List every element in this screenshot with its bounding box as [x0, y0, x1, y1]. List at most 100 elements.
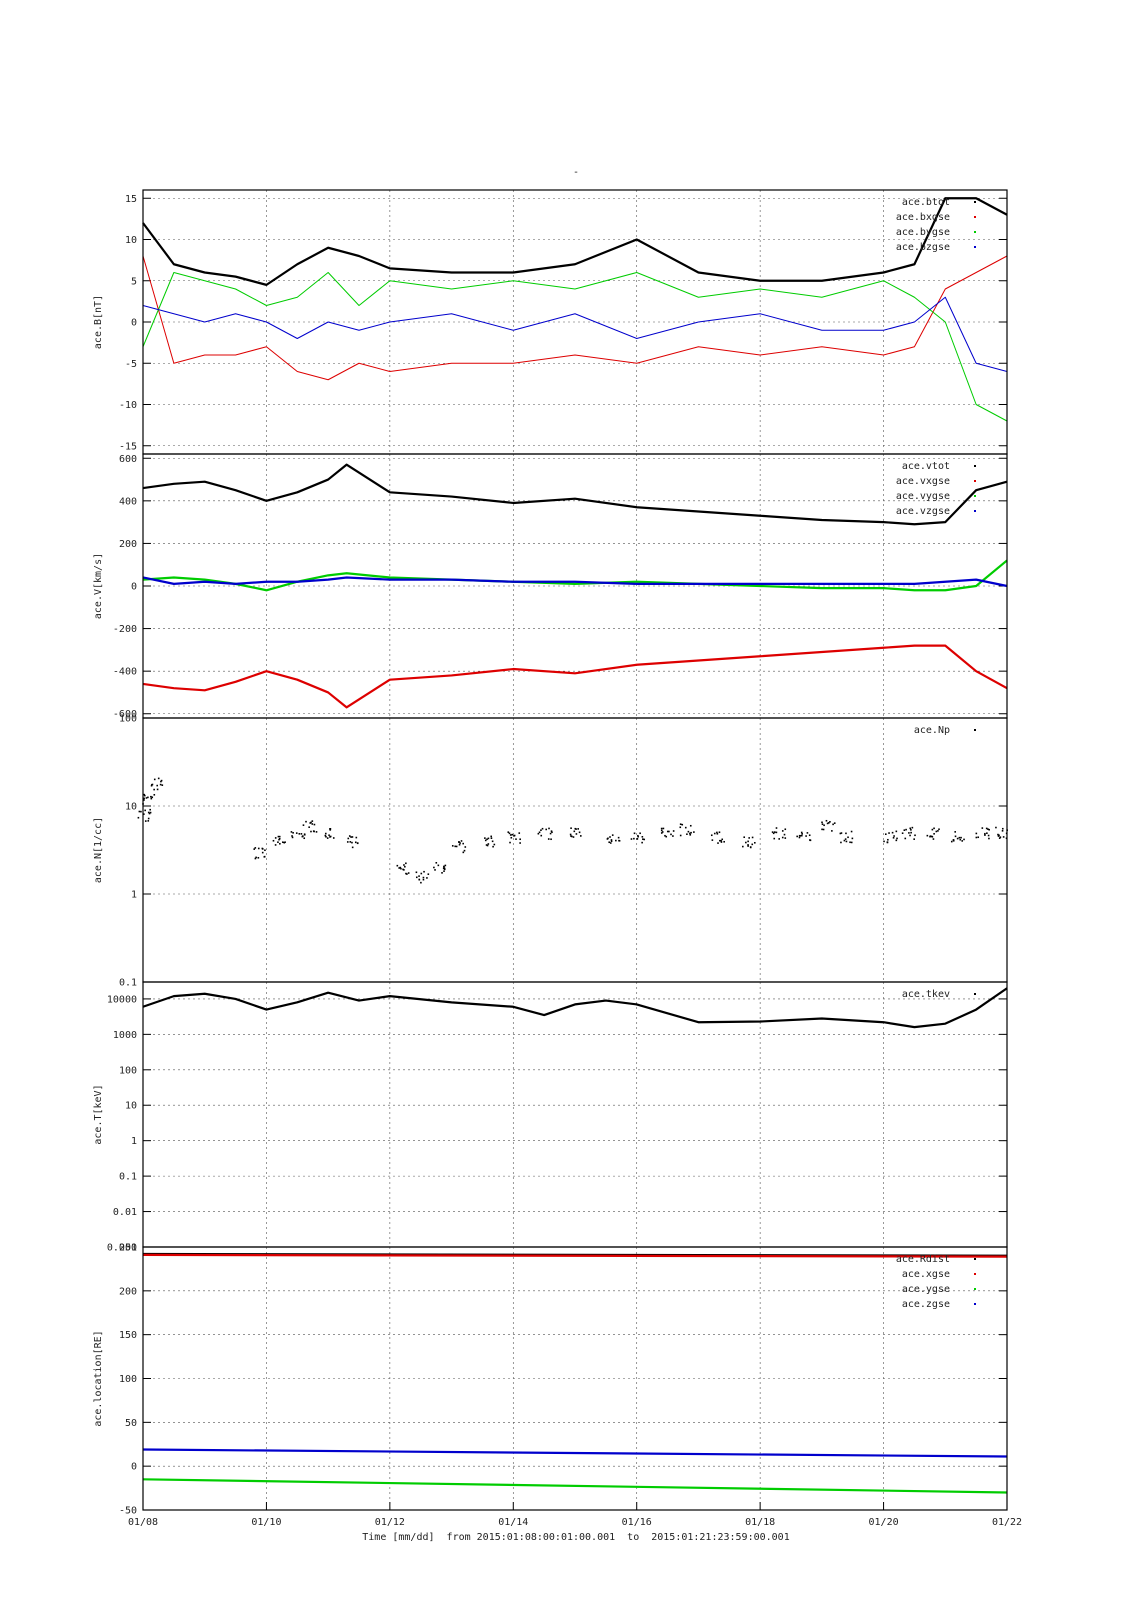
data-point: [490, 837, 493, 839]
data-point: [747, 840, 749, 843]
data-point: [399, 866, 402, 869]
data-point: [781, 836, 784, 839]
data-point: [784, 828, 787, 831]
data-point: [718, 831, 721, 834]
series-line: [142, 1478, 1008, 1494]
legend-entry: ace.vygse: [896, 491, 950, 502]
data-point: [642, 838, 644, 840]
data-point: [956, 837, 959, 840]
data-point: [608, 841, 611, 844]
legend-marker: [974, 495, 976, 497]
data-point: [300, 833, 303, 835]
data-point: [799, 835, 802, 837]
data-point: [278, 835, 281, 838]
data-point: [896, 837, 898, 840]
data-point: [462, 851, 465, 854]
data-point: [716, 832, 719, 835]
panel-location: -50 0 50 100 150 200 250 ace.location[RE] ace.Rd…: [93, 1243, 1008, 1517]
data-point: [282, 841, 284, 843]
panel-frame: [142, 717, 1008, 983]
y-tick-label: 15: [125, 194, 137, 205]
data-point: [460, 840, 463, 842]
data-point: [751, 836, 754, 839]
data-point: [403, 864, 405, 866]
data-point: [263, 856, 266, 858]
y-tick-label: 0.001: [107, 1243, 137, 1254]
data-point: [140, 810, 142, 813]
data-point: [351, 846, 354, 849]
series-ace.vtot: [142, 463, 1008, 526]
data-point: [423, 870, 425, 873]
data-point: [328, 834, 330, 837]
data-point: [689, 824, 692, 827]
data-point: [420, 872, 423, 875]
y-tick-label: -200: [113, 624, 137, 635]
series-ace.bzgse: [142, 296, 1008, 372]
data-point: [911, 826, 914, 829]
data-point: [643, 838, 646, 841]
data-point: [849, 841, 851, 844]
data-point: [954, 831, 957, 833]
data-point: [933, 833, 935, 835]
y-tick-label: 10000: [107, 994, 137, 1005]
data-point: [575, 833, 578, 835]
data-point: [443, 868, 446, 871]
data-point: [771, 831, 774, 833]
data-point: [513, 834, 516, 837]
legend-marker: [974, 216, 976, 218]
data-point: [418, 878, 421, 881]
data-point: [143, 813, 145, 815]
data-point: [888, 832, 890, 834]
data-point: [578, 831, 581, 834]
data-point: [571, 835, 573, 838]
data-point: [784, 837, 787, 839]
data-point: [351, 836, 354, 838]
data-point: [442, 867, 445, 870]
panel-B: -15 -10 -5 0 5 10 15 ace.B[nT] ace.btot ace.bxgse…: [93, 189, 1008, 455]
data-point: [664, 834, 666, 837]
data-point: [913, 838, 915, 840]
data-point: [997, 833, 999, 836]
data-point: [840, 832, 843, 834]
data-point: [540, 834, 543, 837]
data-point: [775, 831, 778, 834]
data-point: [717, 842, 719, 844]
data-point: [742, 845, 744, 848]
data-point: [681, 823, 684, 826]
data-point: [935, 830, 938, 833]
data-point: [773, 837, 776, 840]
panel-frame: [142, 1246, 1008, 1511]
data-point: [988, 837, 990, 840]
y-axis-label: ace.B[nT]: [93, 295, 104, 349]
series-ace.bxgse: [142, 255, 1008, 381]
y-axis-label: ace.location[RE]: [93, 1330, 104, 1426]
data-point: [801, 833, 803, 835]
data-point: [311, 823, 314, 825]
data-point: [149, 811, 152, 814]
y-tick-label: -600: [113, 709, 137, 720]
data-point: [778, 838, 780, 840]
series-ace.xgse: [142, 1253, 1008, 1258]
data-point: [773, 831, 776, 833]
data-point: [723, 840, 725, 843]
data-point: [545, 828, 548, 831]
data-point: [291, 836, 294, 839]
data-point: [998, 837, 1001, 839]
data-point: [422, 878, 425, 881]
data-point: [798, 836, 801, 839]
data-point: [609, 836, 611, 838]
data-point: [147, 811, 150, 814]
data-point: [148, 812, 151, 815]
data-point: [459, 842, 461, 844]
legend-entry: ace.tkev: [902, 989, 950, 1000]
data-point: [356, 842, 359, 844]
data-point: [405, 872, 407, 875]
data-point: [277, 835, 280, 838]
series-line: [142, 197, 1008, 286]
data-point: [277, 841, 279, 843]
data-point: [633, 837, 635, 840]
data-point: [893, 835, 895, 837]
data-point: [350, 836, 352, 838]
data-point: [975, 836, 978, 839]
data-point: [485, 844, 488, 846]
